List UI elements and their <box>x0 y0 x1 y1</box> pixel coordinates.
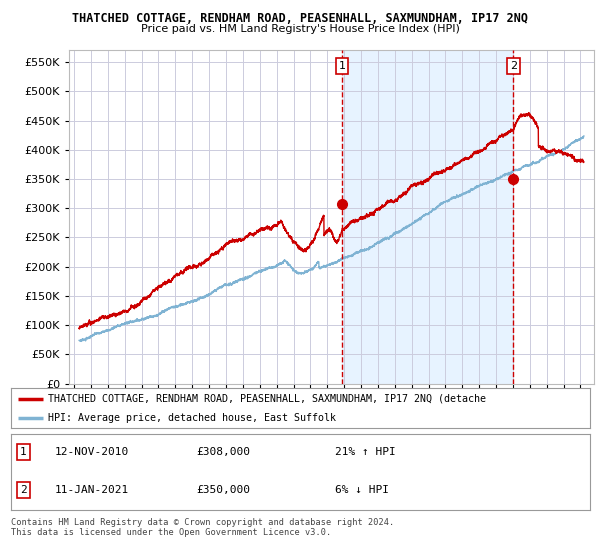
Text: 1: 1 <box>338 61 346 71</box>
Text: 1: 1 <box>20 447 27 457</box>
Text: 6% ↓ HPI: 6% ↓ HPI <box>335 485 389 495</box>
Text: THATCHED COTTAGE, RENDHAM ROAD, PEASENHALL, SAXMUNDHAM, IP17 2NQ: THATCHED COTTAGE, RENDHAM ROAD, PEASENHA… <box>72 12 528 25</box>
Text: HPI: Average price, detached house, East Suffolk: HPI: Average price, detached house, East… <box>49 413 337 423</box>
Text: Price paid vs. HM Land Registry's House Price Index (HPI): Price paid vs. HM Land Registry's House … <box>140 24 460 34</box>
Text: 12-NOV-2010: 12-NOV-2010 <box>54 447 128 457</box>
Text: 11-JAN-2021: 11-JAN-2021 <box>54 485 128 495</box>
Text: £350,000: £350,000 <box>196 485 250 495</box>
Text: Contains HM Land Registry data © Crown copyright and database right 2024.
This d: Contains HM Land Registry data © Crown c… <box>11 518 394 538</box>
Bar <box>342 50 514 384</box>
Text: THATCHED COTTAGE, RENDHAM ROAD, PEASENHALL, SAXMUNDHAM, IP17 2NQ (detache: THATCHED COTTAGE, RENDHAM ROAD, PEASENHA… <box>49 394 487 404</box>
Text: £308,000: £308,000 <box>196 447 250 457</box>
Text: 2: 2 <box>20 485 27 495</box>
Text: 21% ↑ HPI: 21% ↑ HPI <box>335 447 396 457</box>
Text: 2: 2 <box>510 61 517 71</box>
